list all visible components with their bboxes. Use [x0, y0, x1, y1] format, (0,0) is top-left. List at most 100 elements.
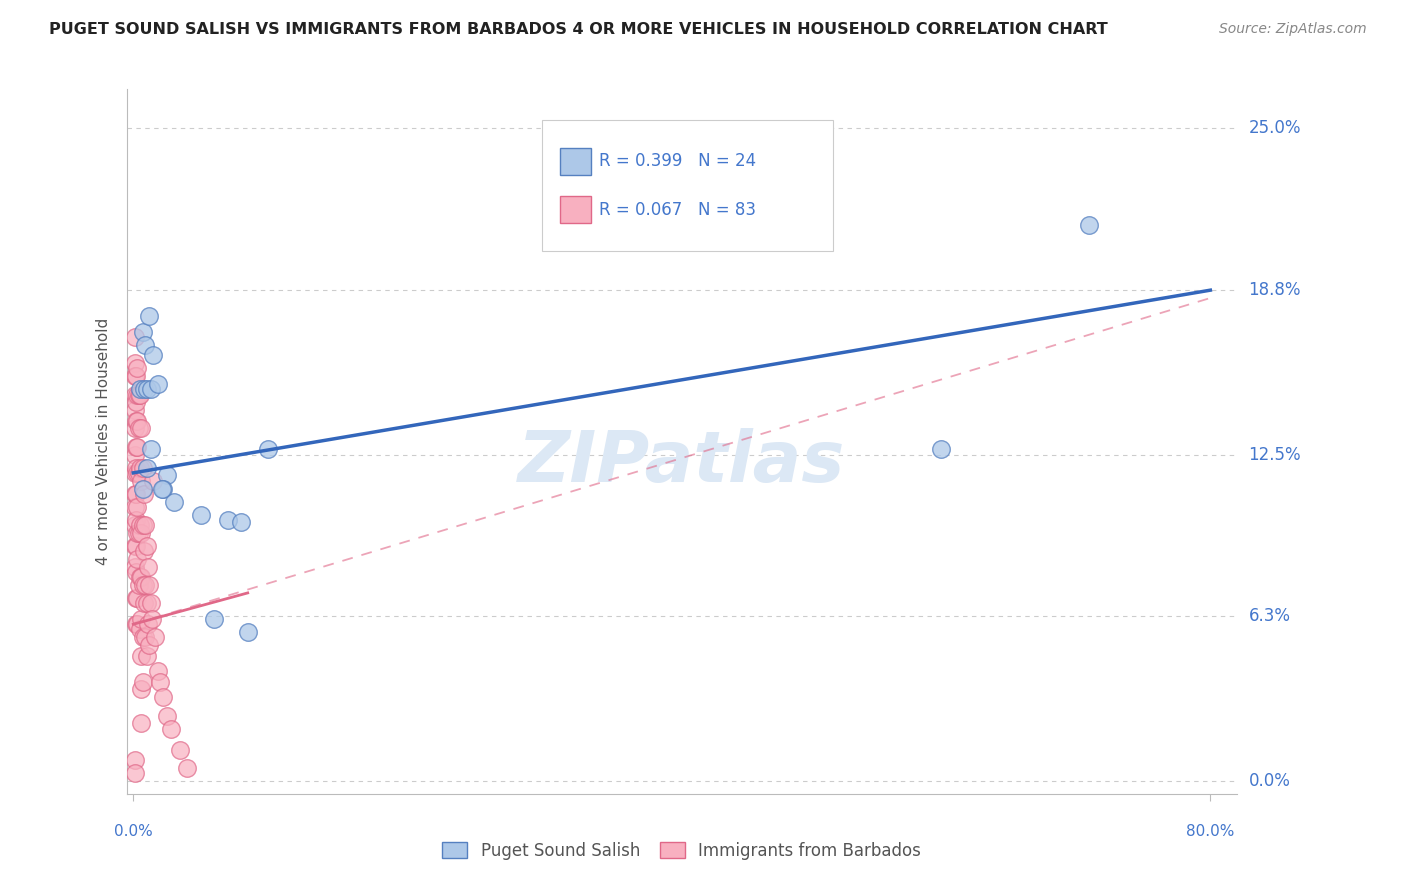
Point [138, 638, 160, 652]
Text: R = 0.399   N = 24: R = 0.399 N = 24 [599, 153, 756, 170]
Point [132, 487, 155, 501]
Point [124, 369, 146, 384]
Point [125, 440, 148, 454]
Point [132, 382, 155, 396]
Point [136, 617, 159, 632]
Point [124, 559, 146, 574]
Point [190, 508, 212, 522]
Text: 18.8%: 18.8% [1249, 281, 1301, 299]
Point [169, 742, 191, 756]
Point [128, 421, 150, 435]
Text: 6.3%: 6.3% [1249, 607, 1291, 625]
Point [236, 625, 259, 640]
Point [176, 761, 198, 775]
Point [134, 518, 156, 533]
Point [134, 338, 156, 352]
Point [124, 330, 146, 344]
Point [125, 617, 148, 632]
Text: 25.0%: 25.0% [1249, 120, 1301, 137]
Point [127, 466, 149, 480]
Point [131, 612, 153, 626]
Point [125, 395, 148, 409]
Point [124, 518, 146, 533]
Point [136, 559, 159, 574]
Point [128, 578, 150, 592]
Point [139, 442, 162, 457]
Point [134, 630, 156, 644]
Point [135, 382, 157, 396]
Point [125, 513, 148, 527]
Point [150, 482, 173, 496]
Point [125, 414, 148, 428]
Point [128, 387, 150, 401]
Point [127, 617, 149, 632]
Point [129, 570, 152, 584]
Point [138, 310, 160, 324]
Point [156, 708, 179, 723]
Point [146, 664, 169, 678]
Point [131, 674, 153, 689]
Point [132, 596, 155, 610]
Point [127, 361, 149, 376]
Point [129, 623, 152, 637]
Point [142, 348, 165, 362]
Point [202, 612, 225, 626]
Point [131, 482, 153, 496]
Point [127, 552, 149, 566]
Point [134, 578, 156, 592]
Point [929, 442, 952, 457]
Point [125, 487, 148, 501]
Point [131, 421, 153, 435]
Point [160, 722, 183, 736]
Text: Source: ZipAtlas.com: Source: ZipAtlas.com [1219, 22, 1367, 37]
Point [129, 382, 152, 396]
Point [142, 474, 165, 488]
Point [129, 518, 152, 533]
Point [124, 500, 146, 514]
Point [127, 525, 149, 540]
Point [125, 369, 148, 384]
Point [135, 460, 157, 475]
Point [1078, 218, 1101, 232]
Point [128, 466, 150, 480]
Point [125, 565, 148, 579]
Point [127, 500, 149, 514]
Point [163, 494, 186, 508]
Point [143, 630, 166, 644]
Point [125, 539, 148, 553]
Point [131, 682, 153, 697]
Point [138, 578, 160, 592]
Point [135, 539, 157, 553]
Text: 0.0%: 0.0% [114, 824, 153, 839]
Point [152, 482, 174, 496]
Point [124, 403, 146, 417]
Point [131, 648, 153, 663]
Point [132, 544, 155, 558]
Point [152, 690, 174, 705]
Point [124, 539, 146, 553]
Point [139, 382, 162, 396]
Point [131, 570, 153, 584]
Legend: Puget Sound Salish, Immigrants from Barbados: Puget Sound Salish, Immigrants from Barb… [436, 835, 928, 867]
Point [131, 460, 153, 475]
Point [127, 387, 149, 401]
Point [129, 387, 152, 401]
Text: R = 0.067   N = 83: R = 0.067 N = 83 [599, 201, 756, 219]
Point [124, 466, 146, 480]
Point [146, 377, 169, 392]
Point [127, 414, 149, 428]
Point [127, 440, 149, 454]
Point [131, 474, 153, 488]
Point [141, 612, 163, 626]
Point [124, 487, 146, 501]
Point [124, 766, 146, 780]
Point [129, 460, 152, 475]
Point [217, 513, 239, 527]
Point [124, 356, 146, 370]
Point [257, 442, 280, 457]
Point [131, 578, 153, 592]
Point [131, 325, 153, 339]
Point [124, 753, 146, 767]
Point [125, 591, 148, 606]
Point [124, 448, 146, 462]
